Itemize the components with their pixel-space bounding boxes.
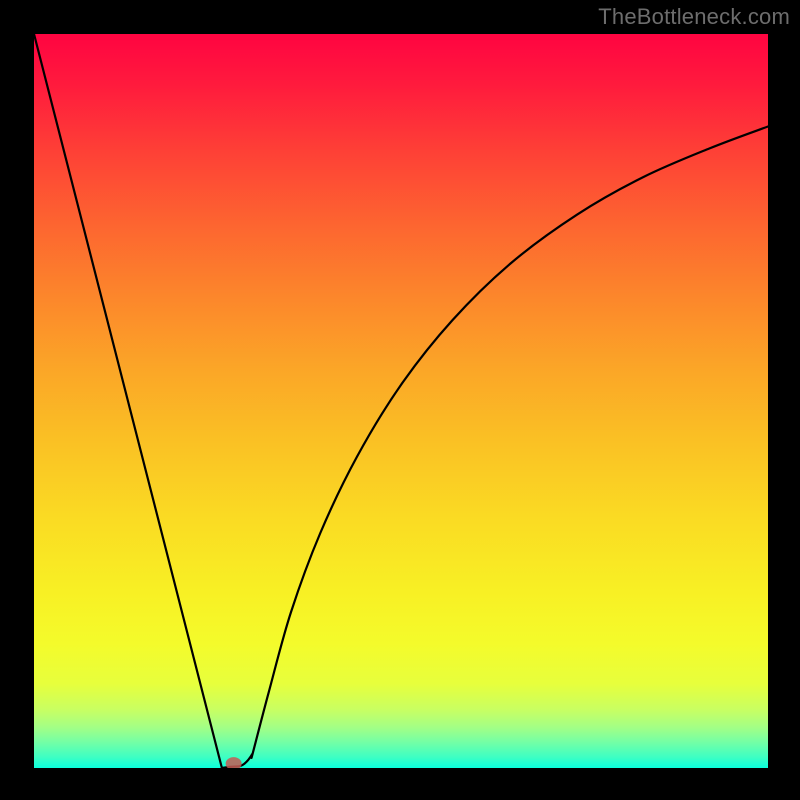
watermark-label: TheBottleneck.com xyxy=(598,4,790,30)
chart-background xyxy=(34,34,768,768)
bottleneck-chart xyxy=(34,34,768,768)
chart-frame: TheBottleneck.com xyxy=(0,0,800,800)
